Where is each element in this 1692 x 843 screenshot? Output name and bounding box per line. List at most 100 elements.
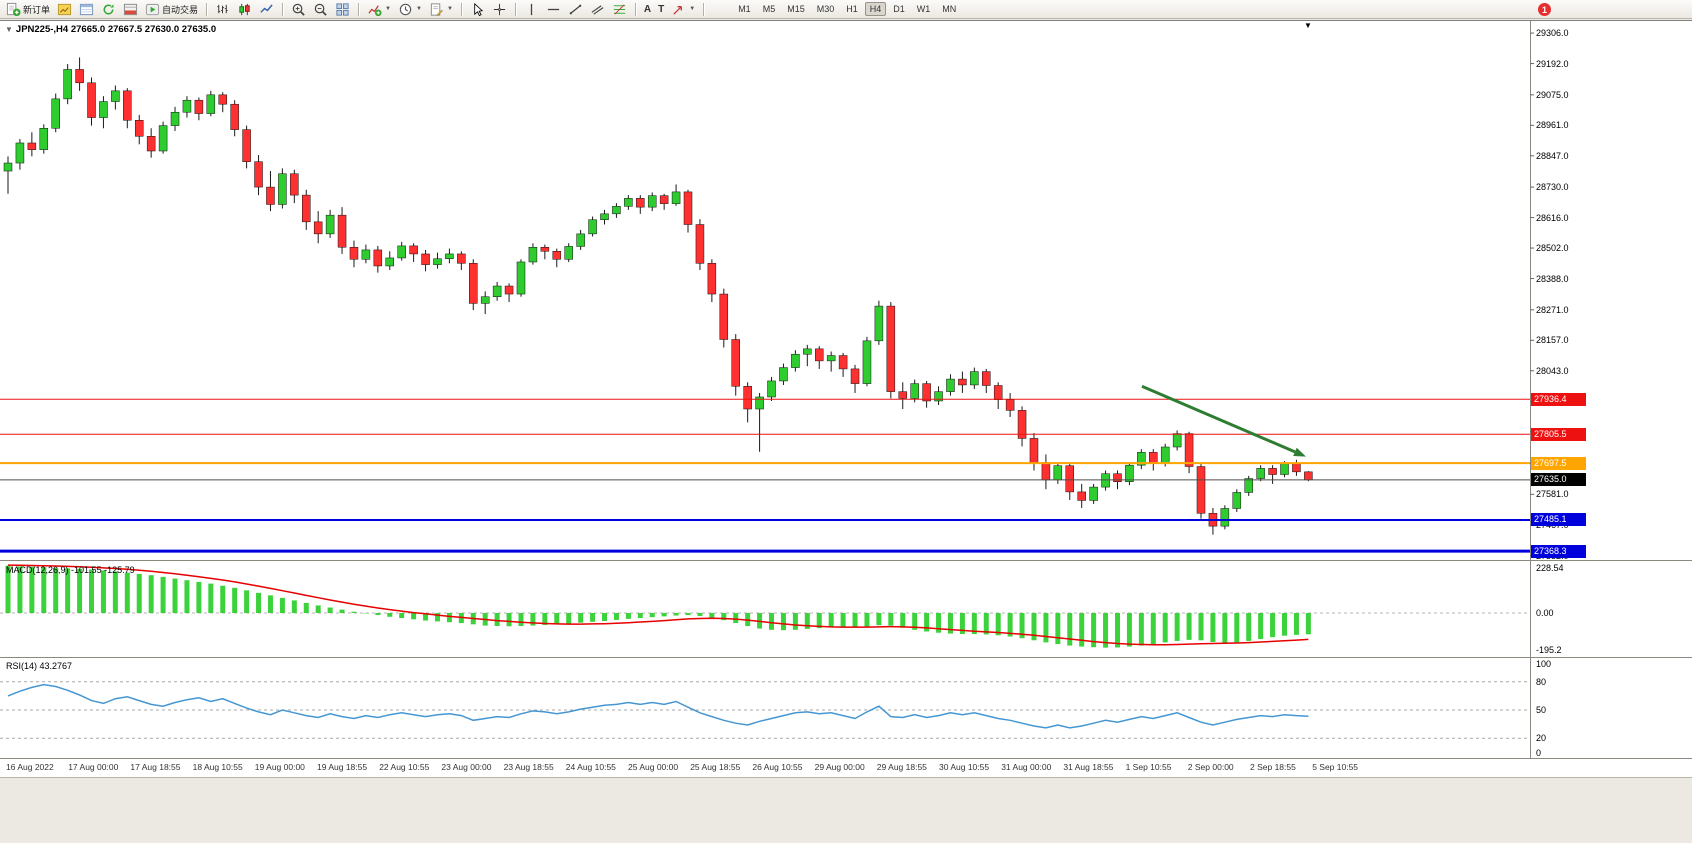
zoom-in-button[interactable] xyxy=(288,1,309,18)
toolbar-separator xyxy=(206,2,208,16)
bar-chart-button[interactable] xyxy=(212,1,233,18)
autotrading-button[interactable]: 自动交易 xyxy=(142,1,201,18)
trendline-button[interactable] xyxy=(565,1,586,18)
toolbar: 新订单 自动交易 xyxy=(0,0,1692,19)
indicators-button[interactable]: ▼ xyxy=(364,1,394,18)
date-axis-label: 29 Aug 18:55 xyxy=(876,762,927,772)
price-tick-label: 28961.0 xyxy=(1536,120,1569,131)
dropdown-caret-icon: ▼ xyxy=(415,6,422,12)
price-tick-label: 29306.0 xyxy=(1536,28,1569,39)
trend-arrow-object[interactable] xyxy=(1141,384,1296,454)
timeframe-button-w1[interactable]: W1 xyxy=(916,4,931,14)
bar-chart-icon xyxy=(217,4,228,13)
price-line-label: 27368.3 xyxy=(1531,544,1586,558)
zoom-out-button[interactable] xyxy=(310,1,331,18)
timeframe-button-m1[interactable]: M1 xyxy=(738,4,751,14)
cursor-icon xyxy=(474,2,484,16)
trendline-icon xyxy=(569,4,582,14)
text-label-button[interactable]: T xyxy=(655,1,667,18)
fibonacci-button[interactable] xyxy=(609,1,630,18)
date-axis-label: 2 Sep 18:55 xyxy=(1250,762,1296,772)
price-tick-label: 29075.0 xyxy=(1536,89,1569,100)
date-axis-label: 5 Sep 10:55 xyxy=(1312,762,1359,772)
rsi-axis-label: 0 xyxy=(1536,748,1542,758)
templates-button[interactable]: ▼ xyxy=(426,1,456,18)
cursor-button[interactable] xyxy=(467,1,488,18)
terminal-icon xyxy=(123,3,138,15)
terminal-button[interactable] xyxy=(120,1,141,18)
toolbar-separator xyxy=(703,2,705,16)
date-axis-label: 18 Aug 10:55 xyxy=(192,762,243,772)
date-axis-label: 24 Aug 10:55 xyxy=(565,762,616,772)
vertical-line-button[interactable] xyxy=(521,1,542,18)
text-icon: A xyxy=(643,3,652,15)
timeframe-button-d1[interactable]: D1 xyxy=(893,4,905,14)
date-axis-label: 25 Aug 00:00 xyxy=(628,762,679,772)
price-tick-label: 27581.0 xyxy=(1536,489,1569,500)
dropdown-caret-icon: ▼ xyxy=(385,6,391,12)
new-order-button[interactable]: 新订单 xyxy=(3,1,53,18)
date-axis-label: 16 Aug 2022 xyxy=(6,762,54,772)
rsi-label: RSI(14) 43.2767 xyxy=(6,661,72,671)
indicators-icon xyxy=(368,4,382,16)
data-window-button[interactable] xyxy=(76,1,97,18)
navigator-button[interactable] xyxy=(98,1,119,18)
date-axis-label: 19 Aug 18:55 xyxy=(317,762,368,772)
vertical-line-icon xyxy=(530,3,533,15)
chart-window xyxy=(0,20,1692,777)
notification-badge[interactable]: 1 xyxy=(1538,3,1551,16)
channel-button[interactable] xyxy=(587,1,608,18)
timeframe-bar: M1 M5 M15 M30 H1 H4 D1 W1 MN xyxy=(733,2,961,16)
timeframe-button-h1[interactable]: H1 xyxy=(846,4,858,14)
chart-shift-icon[interactable]: ▼ xyxy=(1304,21,1312,30)
macd-signal-value: -125.79 xyxy=(104,565,135,575)
chart-title: ▼ JPN225-,H4 27665.0 27667.5 27630.0 2763… xyxy=(5,24,216,35)
toolbar-separator xyxy=(634,2,636,16)
one-click-collapse-icon[interactable]: ▼ xyxy=(5,25,13,34)
window-bottom-area xyxy=(0,777,1692,843)
tile-windows-button[interactable] xyxy=(332,1,353,18)
timeframe-button-mn[interactable]: MN xyxy=(942,4,957,14)
toolbar-separator xyxy=(358,2,360,16)
date-axis-label: 2 Sep 00:00 xyxy=(1187,762,1234,772)
macd-label: MACD(12,26,9) -101.55 -125.79 xyxy=(6,565,135,575)
rsi-axis-label: 50 xyxy=(1536,705,1547,715)
macd-main-value: -101.55 xyxy=(71,565,102,575)
arrows-button[interactable]: ▼ xyxy=(668,1,698,18)
date-axis-label: 19 Aug 00:00 xyxy=(254,762,305,772)
autotrading-icon xyxy=(145,3,160,15)
price-line-label: 27485.1 xyxy=(1531,513,1586,527)
candlestick-chart-button[interactable] xyxy=(234,1,255,18)
dropdown-caret-icon: ▼ xyxy=(446,6,453,12)
toolbar-separator xyxy=(282,2,284,16)
rsi-value: 43.2767 xyxy=(39,661,73,671)
date-axis-label: 1 Sep 10:55 xyxy=(1125,762,1172,772)
line-chart-button[interactable] xyxy=(256,1,277,18)
price-line-label: 27635.0 xyxy=(1531,473,1586,487)
price-line-label: 27936.4 xyxy=(1531,392,1586,406)
price-line-label: 27805.5 xyxy=(1531,427,1586,441)
macd-axis-label: 228.54 xyxy=(1536,563,1564,573)
date-axis-label: 31 Aug 18:55 xyxy=(1063,762,1114,772)
timeframe-button-m15[interactable]: M15 xyxy=(787,4,805,14)
arrow-tool-icon xyxy=(673,5,683,15)
date-axis-label: 30 Aug 10:55 xyxy=(939,762,990,772)
timeframe-button-h4[interactable]: H4 xyxy=(864,2,887,16)
text-button[interactable]: A xyxy=(641,1,654,18)
crosshair-button[interactable] xyxy=(489,1,510,18)
price-tick-label: 28043.0 xyxy=(1536,365,1569,376)
timeframe-button-m30[interactable]: M30 xyxy=(816,4,835,14)
dropdown-caret-icon: ▼ xyxy=(689,6,696,12)
date-axis-label: 17 Aug 18:55 xyxy=(130,762,181,772)
market-watch-button[interactable] xyxy=(54,1,75,18)
horizontal-line-button[interactable] xyxy=(543,1,564,18)
date-axis-label: 23 Aug 18:55 xyxy=(503,762,554,772)
tile-windows-icon xyxy=(336,2,349,16)
timeframe-button-m5[interactable]: M5 xyxy=(762,4,776,14)
periods-button[interactable]: ▼ xyxy=(395,1,425,18)
zoom-in-icon xyxy=(292,3,305,16)
price-tick-label: 28847.0 xyxy=(1536,150,1569,161)
crosshair-icon xyxy=(493,3,506,15)
